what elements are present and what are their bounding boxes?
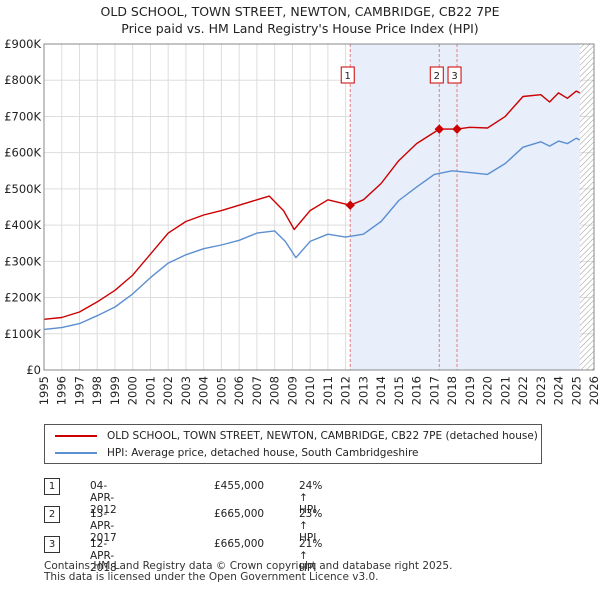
sale-point [434,124,444,134]
sale-marker-box [447,66,462,84]
x-tick-label: 2007 [250,376,264,405]
sale-point [345,200,355,210]
x-tick-label: 1999 [108,376,122,405]
sale-date: 12-APR-2018 [90,538,117,574]
sale-price: £665,000 [214,538,265,550]
x-tick-label: 1996 [55,376,69,405]
legend-price-label: OLD SCHOOL, TOWN STREET, NEWTON, CAMBRID… [107,430,538,442]
x-tick-label: 2020 [481,376,495,405]
sale-price: £665,000 [214,508,265,520]
hpi-line [43,137,581,331]
sale-date: 13-APR-2017 [90,508,117,544]
x-tick-label: 2026 [587,376,600,405]
x-tick-label: 2008 [268,376,282,405]
y-tick-label: £300K [4,254,41,268]
footer-licence: This data is licensed under the Open Gov… [44,571,379,583]
x-tick-label: 2002 [161,376,175,405]
y-tick-label: £400K [4,218,41,232]
footer-attribution: Contains HM Land Registry data © Crown c… [44,561,452,583]
sale-marker-label: 3 [451,71,457,82]
x-tick-label: 2022 [516,376,530,405]
x-tick-label: 2017 [427,376,441,405]
x-tick-label: 2023 [534,376,548,405]
x-tick-label: 2014 [374,376,388,405]
x-tick-label: 2005 [214,376,228,405]
footer-copyright: Contains HM Land Registry data © Crown c… [44,560,453,572]
sale-price: £455,000 [214,480,265,492]
x-tick-label: 2009 [285,376,299,405]
x-tick-label: 2019 [463,376,477,405]
x-tick-label: 2021 [498,376,512,405]
sale-number: 3 [44,536,60,553]
legend-hpi-swatch [55,452,97,454]
x-tick-label: 2003 [179,376,193,405]
sale-number: 2 [44,506,60,523]
legend-price: OLD SCHOOL, TOWN STREET, NEWTON, CAMBRID… [55,428,538,444]
y-tick-label: £700K [4,109,41,123]
legend-hpi-label: HPI: Average price, detached house, Sout… [107,447,419,459]
y-tick-label: £200K [4,291,41,305]
legend-price-swatch [55,435,97,437]
x-tick-label: 2011 [321,376,335,405]
y-tick-label: £900K [4,37,41,51]
x-tick-label: 2025 [569,376,583,405]
plot-frame [43,43,595,371]
x-tick-label: 2015 [392,376,406,405]
x-tick-label: 2013 [356,376,370,405]
sale-marker-box [429,66,444,84]
x-tick-label: 1998 [90,376,104,405]
chart-subtitle: Price paid vs. HM Land Registry's House … [121,21,479,36]
x-tick-label: 2006 [232,376,246,405]
price-paid-line [43,90,581,320]
sale-marker-label: 2 [434,71,440,82]
sale-hpi-change: 21% ↑ HPI [299,538,323,574]
x-tick-label: 2018 [445,376,459,405]
y-tick-label: £100K [4,327,41,341]
post-sale-shade [350,44,580,370]
sale-hpi-change: 24% ↑ HPI [299,480,323,516]
x-tick-label: 2000 [126,376,140,405]
chart-title: OLD SCHOOL, TOWN STREET, NEWTON, CAMBRID… [100,4,500,19]
x-tick-label: 2012 [339,376,353,405]
sale-marker-label: 1 [345,71,351,82]
y-tick-label: £800K [4,73,41,87]
x-tick-label: 2010 [303,376,317,405]
sale-point [452,124,462,134]
x-tick-label: 1995 [37,376,51,405]
sale-number: 1 [44,478,60,495]
y-tick-label: £0 [26,363,41,377]
sale-hpi-change: 23% ↑ HPI [299,508,323,544]
x-tick-label: 1997 [72,376,86,405]
x-tick-label: 2024 [552,376,566,405]
y-tick-label: £500K [4,182,41,196]
y-tick-label: £600K [4,146,41,160]
x-tick-label: 2016 [410,376,424,405]
legend-hpi: HPI: Average price, detached house, Sout… [55,445,419,461]
chart-legend: OLD SCHOOL, TOWN STREET, NEWTON, CAMBRID… [44,424,542,464]
sale-marker-box [340,66,355,84]
forecast-hatch [579,44,594,370]
x-tick-label: 2004 [197,376,211,405]
sale-date: 04-APR-2012 [90,480,117,516]
x-tick-label: 2001 [143,376,157,405]
